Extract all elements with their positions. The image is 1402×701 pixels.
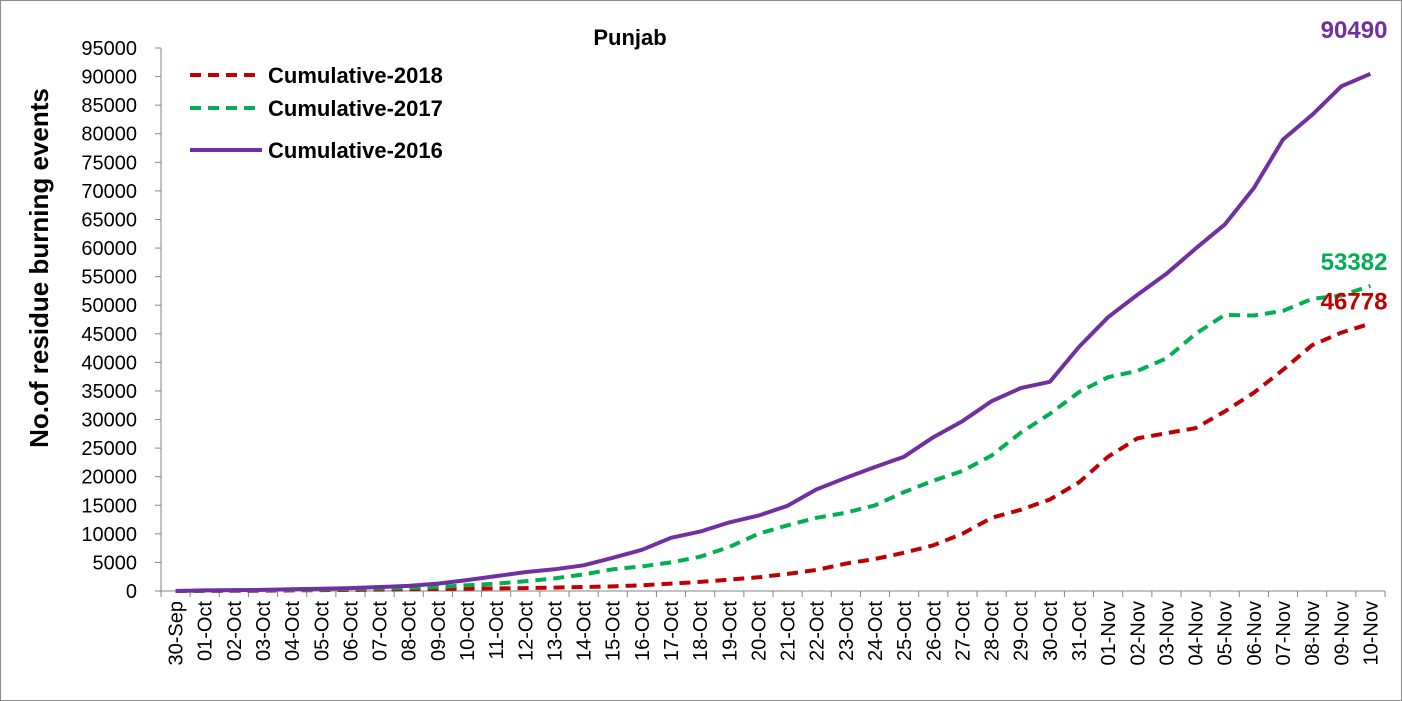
y-tick-label: 85000	[81, 95, 137, 117]
end-value-label: 90490	[1321, 17, 1388, 44]
x-tick-label: 26-Oct	[923, 601, 945, 661]
series-line-cumulative-2017	[175, 284, 1372, 593]
x-tick-label: 24-Oct	[865, 601, 887, 661]
y-tick-label: 0	[126, 581, 137, 603]
x-tick-label: 22-Oct	[807, 601, 829, 661]
y-tick-label: 75000	[81, 152, 137, 174]
y-tick-label: 20000	[81, 467, 137, 489]
y-tick-label: 90000	[81, 67, 137, 89]
x-tick-label: 04-Oct	[282, 601, 304, 661]
legend-entry: Cumulative-2016	[268, 138, 443, 163]
legend-entry: Cumulative-2017	[268, 96, 443, 121]
y-tick-label: 15000	[81, 495, 137, 517]
y-tick-label: 65000	[81, 209, 137, 231]
x-tick-label: 12-Oct	[515, 601, 537, 661]
x-tick-label: 07-Oct	[370, 601, 392, 661]
y-axis-label: No.of residue burning events	[24, 88, 54, 448]
y-tick-label: 25000	[81, 438, 137, 460]
legend: Cumulative-2018 Cumulative-2017 Cumulative…	[190, 63, 443, 163]
x-tick-label: 04-Nov	[1186, 601, 1208, 665]
x-tick-label: 05-Nov	[1215, 601, 1237, 665]
x-tick-label: 21-Oct	[778, 601, 800, 661]
x-tick-label: 23-Oct	[836, 601, 858, 661]
x-tick-label: 03-Oct	[253, 601, 275, 661]
x-tick-label: 10-Oct	[457, 601, 479, 661]
y-tick-label: 95000	[81, 38, 137, 60]
x-tick-label: 20-Oct	[748, 601, 770, 661]
x-tick-label: 31-Oct	[1069, 601, 1091, 661]
x-tick-label: 07-Nov	[1273, 601, 1295, 665]
x-tick-label: 17-Oct	[661, 601, 683, 661]
y-tick-label: 5000	[93, 552, 138, 574]
x-tick-labels: 30-Sep 01-Oct 02-Oct 03-Oct 04-Oct 05-Oct 06-O…	[166, 601, 1383, 666]
legend-entry: Cumulative-2018	[268, 63, 443, 88]
x-tick-label: 25-Oct	[894, 601, 916, 661]
y-tick-labels: 0 5000 10000 15000 20000 25000 30000 35000 40000…	[81, 38, 137, 603]
x-tick-label: 01-Oct	[195, 601, 217, 661]
x-tick-label: 09-Nov	[1331, 601, 1353, 665]
x-tick-label: 05-Oct	[311, 601, 333, 661]
x-tick-label: 06-Nov	[1244, 601, 1266, 665]
x-tick-label: 02-Oct	[224, 601, 246, 661]
x-tick-label: 28-Oct	[982, 601, 1004, 661]
y-tick-label: 35000	[81, 381, 137, 403]
end-labels: 46778 53382 90490	[1321, 17, 1388, 316]
y-tick-label: 70000	[81, 181, 137, 203]
y-tick-label: 60000	[81, 238, 137, 260]
x-tick-label: 06-Oct	[340, 601, 362, 661]
series-line-cumulative-2016	[175, 71, 1372, 593]
x-tick-label: 02-Nov	[1127, 601, 1149, 665]
x-tick-label: 11-Oct	[486, 601, 508, 660]
x-tick-label: 10-Nov	[1360, 601, 1382, 665]
chart-title: Punjab	[593, 25, 666, 50]
x-tick-label: 13-Oct	[544, 601, 566, 661]
series-layer	[175, 71, 1372, 593]
x-tick-label: 30-Oct	[1040, 601, 1062, 661]
y-tick-label: 10000	[81, 524, 137, 546]
y-tick-label: 40000	[81, 352, 137, 374]
x-tick-label: 08-Oct	[399, 601, 421, 661]
axes	[155, 47, 1386, 597]
x-tick-label: 18-Oct	[690, 601, 712, 661]
y-tick-label: 80000	[81, 124, 137, 146]
end-value-label: 46778	[1321, 289, 1388, 316]
x-tick-label: 16-Oct	[632, 601, 654, 661]
x-tick-label: 09-Oct	[428, 601, 450, 661]
x-tick-label: 14-Oct	[574, 601, 596, 661]
x-tick-label: 03-Nov	[1156, 601, 1178, 665]
x-tick-label: 01-Nov	[1098, 601, 1120, 665]
series-line-cumulative-2018	[175, 321, 1371, 593]
x-tick-label: 29-Oct	[1011, 601, 1033, 661]
end-value-label: 53382	[1321, 249, 1388, 276]
x-tick-label: 27-Oct	[952, 601, 974, 661]
y-tick-label: 50000	[81, 295, 137, 317]
x-tick-label: 30-Sep	[166, 601, 188, 666]
y-tick-label: 45000	[81, 324, 137, 346]
y-tick-label: 55000	[81, 267, 137, 289]
x-tick-label: 15-Oct	[603, 601, 625, 661]
x-tick-label: 19-Oct	[719, 601, 741, 661]
x-tick-label: 08-Nov	[1302, 601, 1324, 665]
y-tick-label: 30000	[81, 410, 137, 432]
